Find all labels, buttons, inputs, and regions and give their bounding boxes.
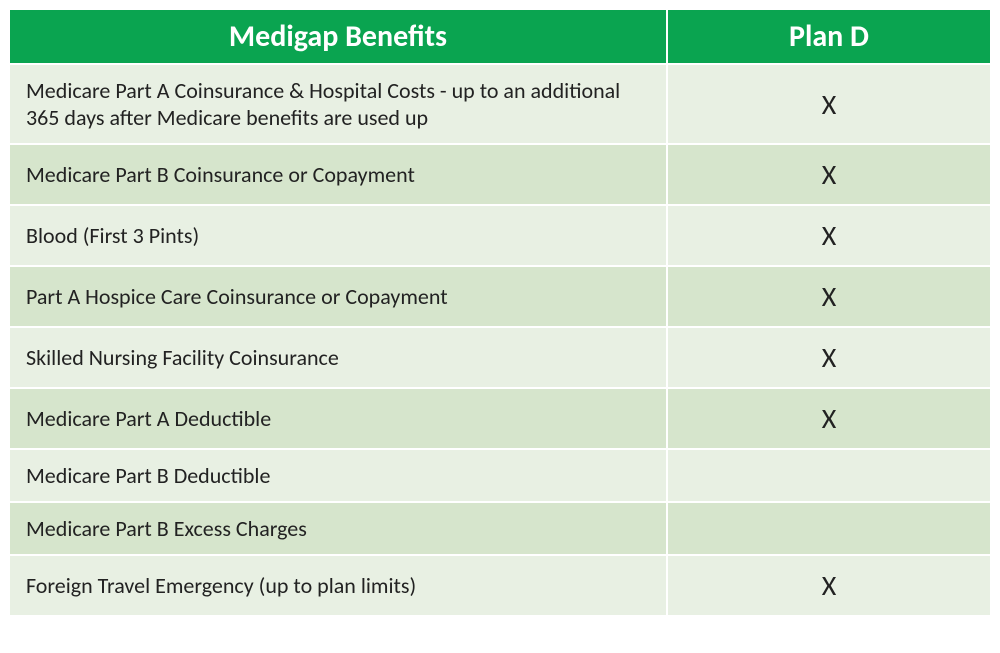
column-header-plan: Plan D <box>667 9 991 64</box>
plan-cell: X <box>667 555 991 616</box>
plan-cell: X <box>667 144 991 205</box>
benefit-cell: Medicare Part A Coinsurance & Hospital C… <box>9 64 667 144</box>
table-row: Skilled Nursing Facility CoinsuranceX <box>9 327 991 388</box>
plan-cell: X <box>667 266 991 327</box>
table-body: Medicare Part A Coinsurance & Hospital C… <box>9 64 991 616</box>
table-row: Medicare Part A Coinsurance & Hospital C… <box>9 64 991 144</box>
table-row: Medicare Part B Coinsurance or Copayment… <box>9 144 991 205</box>
table-row: Foreign Travel Emergency (up to plan lim… <box>9 555 991 616</box>
plan-cell <box>667 449 991 502</box>
table-row: Medicare Part A DeductibleX <box>9 388 991 449</box>
table-row: Part A Hospice Care Coinsurance or Copay… <box>9 266 991 327</box>
benefit-cell: Medicare Part A Deductible <box>9 388 667 449</box>
table-row: Medicare Part B Excess Charges <box>9 502 991 555</box>
plan-cell: X <box>667 327 991 388</box>
benefit-cell: Foreign Travel Emergency (up to plan lim… <box>9 555 667 616</box>
plan-cell: X <box>667 388 991 449</box>
benefit-cell: Medicare Part B Coinsurance or Copayment <box>9 144 667 205</box>
plan-cell: X <box>667 205 991 266</box>
column-header-benefits: Medigap Benefits <box>9 9 667 64</box>
table-header-row: Medigap Benefits Plan D <box>9 9 991 64</box>
benefit-cell: Medicare Part B Deductible <box>9 449 667 502</box>
benefit-cell: Skilled Nursing Facility Coinsurance <box>9 327 667 388</box>
plan-cell <box>667 502 991 555</box>
benefit-cell: Medicare Part B Excess Charges <box>9 502 667 555</box>
benefit-cell: Part A Hospice Care Coinsurance or Copay… <box>9 266 667 327</box>
table-row: Blood (First 3 Pints)X <box>9 205 991 266</box>
medigap-benefits-table: Medigap Benefits Plan D Medicare Part A … <box>8 8 992 617</box>
table-row: Medicare Part B Deductible <box>9 449 991 502</box>
plan-cell: X <box>667 64 991 144</box>
benefit-cell: Blood (First 3 Pints) <box>9 205 667 266</box>
